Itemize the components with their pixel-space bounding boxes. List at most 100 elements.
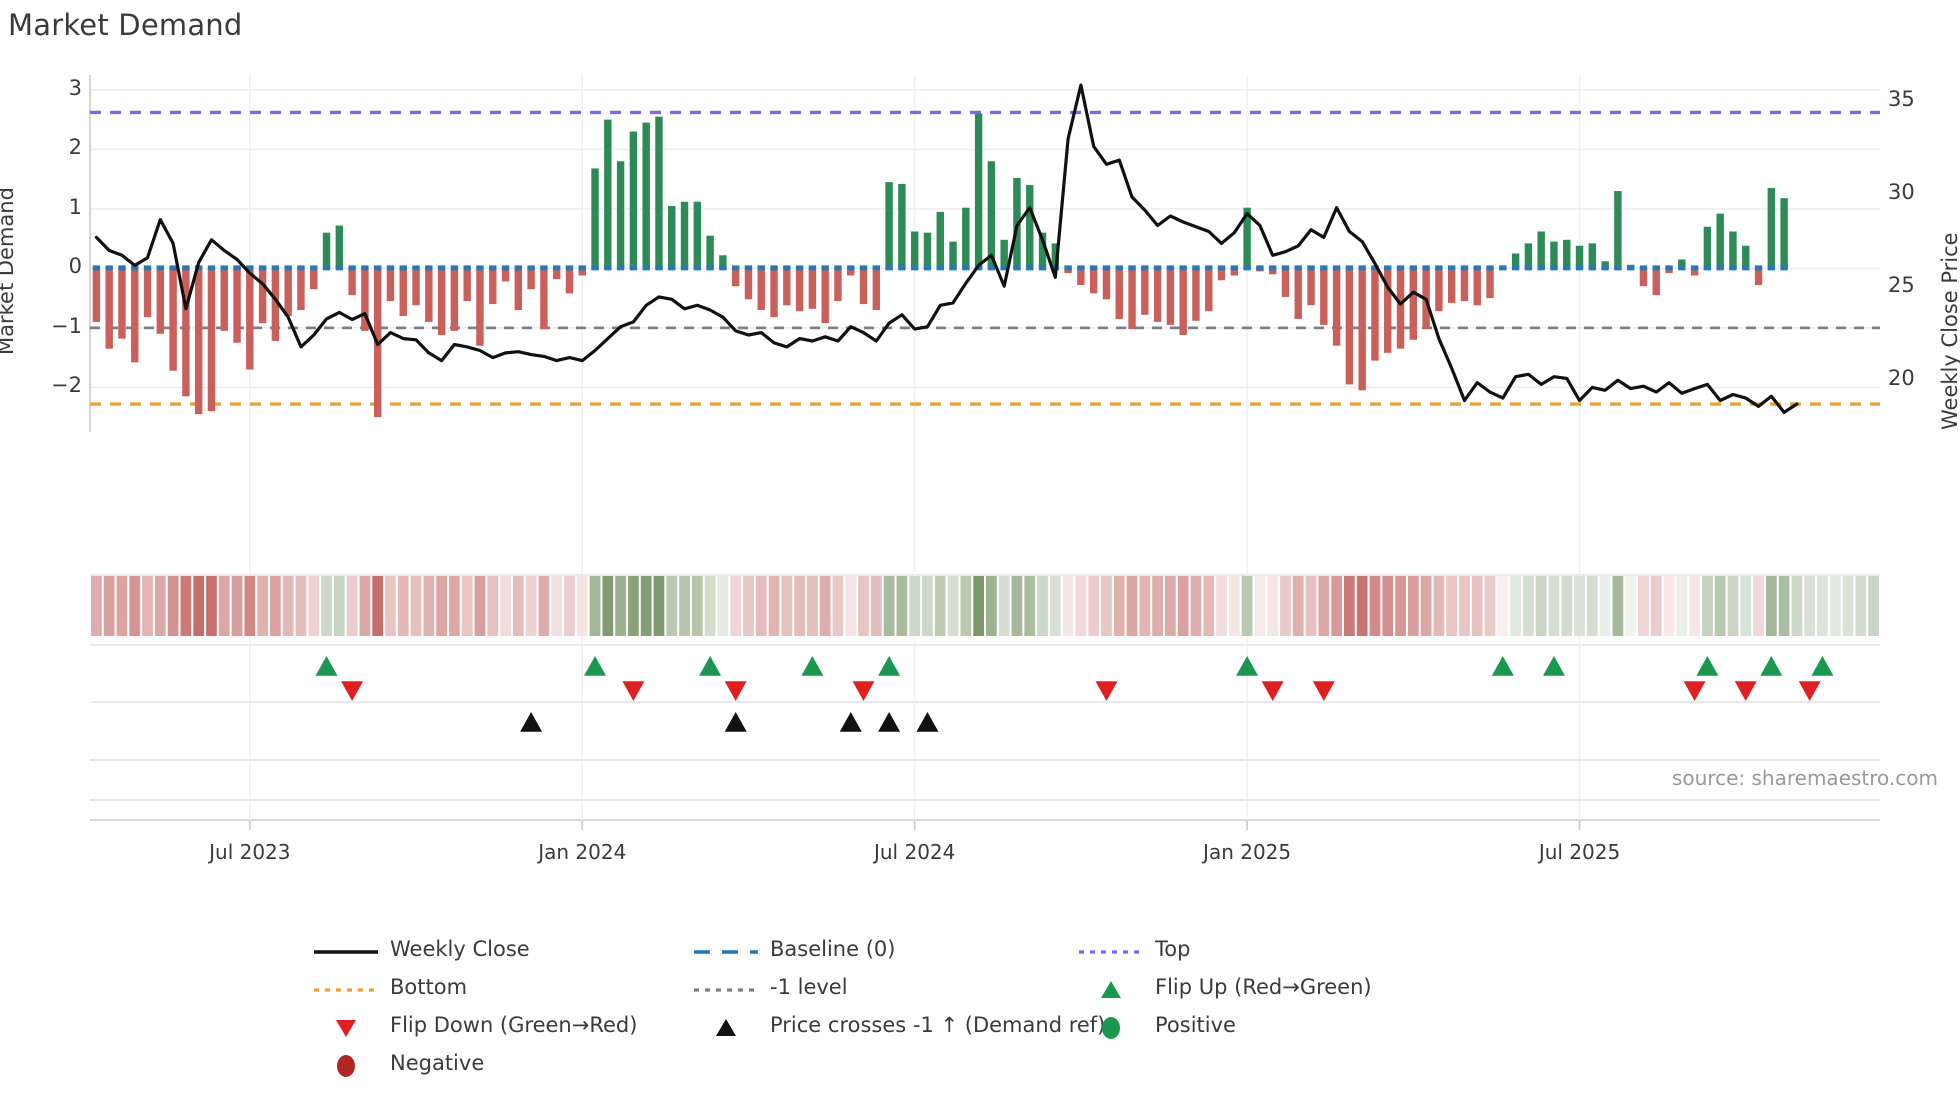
demand-bar [1230, 268, 1239, 276]
baseline-cap [233, 265, 241, 271]
baseline-cap [578, 265, 586, 271]
heatmap-cell [91, 576, 102, 636]
demand-bar [1026, 185, 1034, 269]
heatmap-cell [845, 576, 857, 636]
demand-bar [437, 268, 446, 336]
heatmap-cell [525, 576, 537, 636]
demand-bar [1511, 253, 1520, 269]
baseline-cap [1128, 265, 1136, 271]
heatmap-cell [628, 576, 639, 636]
demand-bar [540, 268, 548, 330]
heatmap-cell [1663, 576, 1675, 636]
demand-bar [770, 268, 778, 318]
baseline-cap [1537, 265, 1545, 271]
heatmap-cell [1088, 576, 1100, 636]
demand-bar [1077, 268, 1085, 286]
heatmap-cell [1459, 576, 1470, 636]
price-cross-marker [878, 712, 901, 732]
baseline-cap [1665, 265, 1673, 271]
flip-up-marker [878, 656, 901, 676]
demand-bar [1639, 268, 1648, 287]
demand-bar [1767, 188, 1776, 269]
heatmap-cell [333, 576, 345, 636]
heatmap-cell [973, 576, 984, 636]
heatmap-cell [768, 576, 780, 636]
demand-bar [1588, 243, 1597, 269]
demand-bar [1243, 207, 1251, 269]
legend-triangle-down-icon [310, 1014, 382, 1042]
baseline-cap [1601, 265, 1609, 271]
y-tick-right: 30 [1888, 180, 1915, 204]
demand-bar [1358, 268, 1366, 391]
demand-bar [1550, 241, 1558, 269]
baseline-cap [1115, 265, 1123, 271]
baseline-cap [565, 265, 574, 271]
baseline-cap [962, 265, 970, 271]
heatmap-cell [1497, 576, 1509, 636]
demand-bar [1064, 268, 1072, 274]
heatmap-cell [321, 576, 332, 636]
baseline-cap [437, 265, 446, 271]
demand-bar [143, 268, 152, 318]
heatmap-cell [423, 576, 435, 636]
flip-up-marker [315, 656, 338, 676]
heatmap-cell [870, 576, 882, 636]
heatmap-cell [1484, 576, 1496, 636]
demand-bar [1192, 268, 1200, 321]
baseline-cap [1473, 265, 1481, 271]
heatmap-cell [1356, 576, 1368, 636]
heatmap-cell [1868, 576, 1879, 636]
source-attribution: source: sharemaestro.com [1672, 766, 1938, 790]
demand-bar [361, 268, 369, 331]
y-tick-right: 25 [1888, 272, 1915, 297]
baseline-cap [1038, 265, 1047, 271]
x-tick-label: Jan 2025 [1203, 840, 1292, 864]
heatmap-cell [691, 576, 703, 636]
demand-bar [1332, 268, 1341, 346]
heatmap-cell [244, 576, 256, 636]
heatmap-cell [1331, 576, 1342, 636]
heatmap-cell [282, 576, 294, 636]
baseline-cap [348, 265, 356, 271]
demand-bar [1435, 268, 1443, 312]
baseline-cap [131, 265, 139, 271]
heatmap-cell [1804, 576, 1816, 636]
baseline-cap [1281, 265, 1290, 271]
demand-bar [386, 268, 395, 302]
flip-down-marker [1683, 681, 1706, 701]
baseline-cap [821, 265, 829, 271]
legend-label: Top [1155, 937, 1191, 961]
heatmap-cell [103, 576, 115, 636]
legend-label: Flip Up (Red→Green) [1155, 975, 1372, 999]
legend-label: Positive [1155, 1013, 1236, 1037]
heatmap-cell [576, 576, 588, 636]
y-tick-left: 2 [68, 135, 82, 160]
x-tick-label: Jul 2023 [209, 840, 291, 864]
baseline-cap [1486, 265, 1494, 271]
demand-bar [463, 268, 471, 302]
baseline-cap [910, 265, 919, 271]
heatmap-cell [1395, 576, 1406, 636]
legend-label: Bottom [390, 975, 468, 999]
demand-bar [131, 268, 139, 363]
demand-bar [1652, 268, 1660, 296]
heatmap-cell [538, 576, 550, 636]
baseline-cap [1588, 265, 1597, 271]
flip-up-marker [1811, 656, 1834, 676]
baseline-cap [1780, 265, 1788, 271]
heatmap-cell [755, 576, 767, 636]
demand-bar [693, 201, 702, 269]
baseline-cap [207, 265, 216, 271]
demand-bar [1575, 245, 1584, 269]
demand-bar [1729, 231, 1737, 269]
x-tick-label: Jul 2024 [873, 840, 956, 864]
demand-bar [1384, 268, 1392, 353]
heatmap-cell [1702, 576, 1713, 636]
heatmap-cell [193, 576, 205, 636]
baseline-cap [1422, 265, 1430, 271]
demand-bar [1294, 268, 1302, 319]
legend-dotted-line-icon [690, 976, 762, 1004]
heatmap-cell [231, 576, 243, 636]
demand-bar [974, 113, 983, 269]
baseline-cap [1384, 265, 1392, 271]
